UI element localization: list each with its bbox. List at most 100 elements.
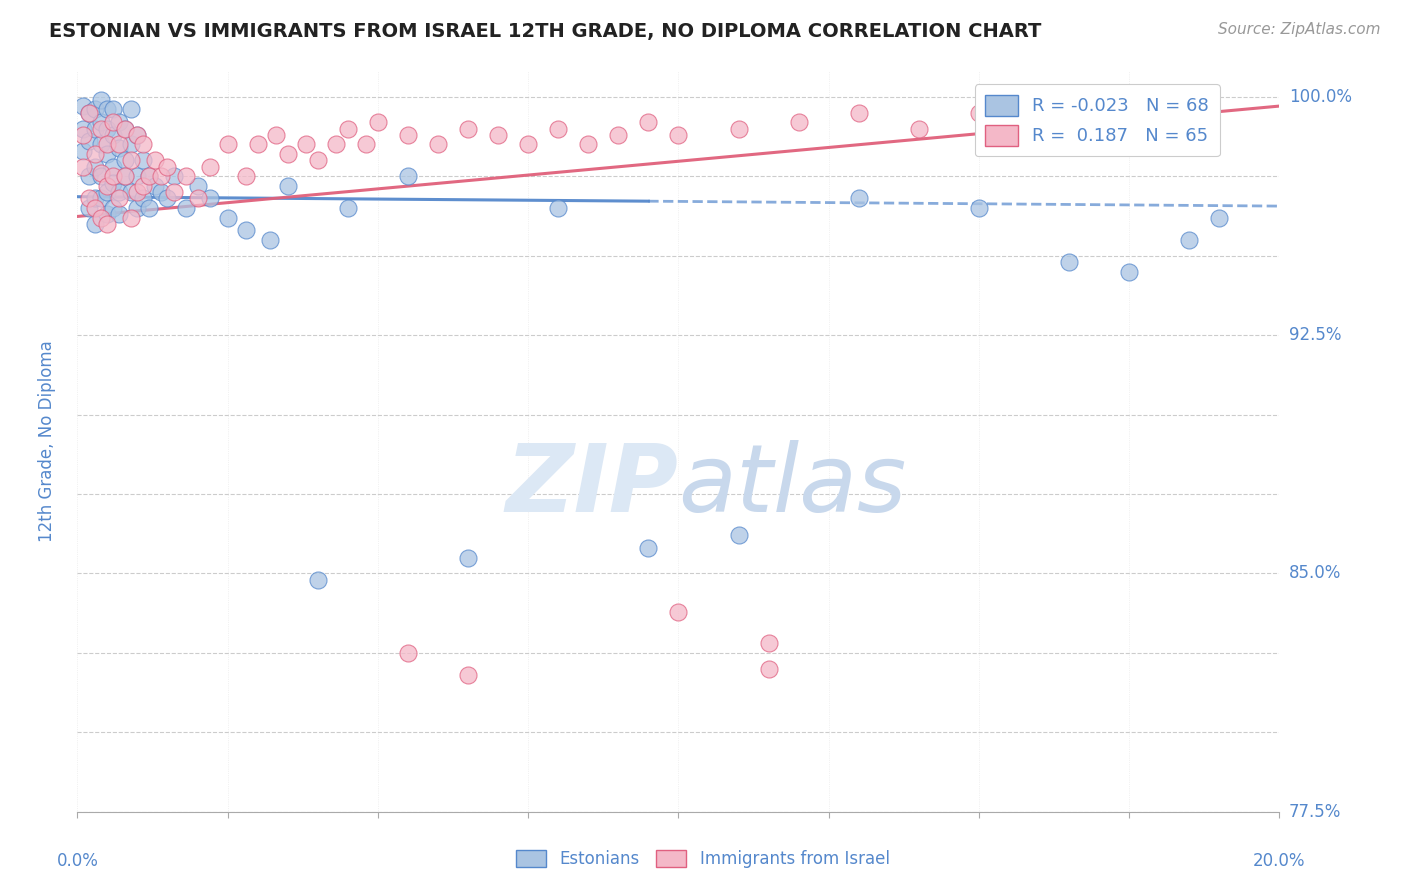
Point (79, 169, 101, 184)
Point (264, 128, 287, 142)
Point (307, 153, 329, 168)
Point (96, 103, 118, 117)
Y-axis label: 12th Grade, No Diploma: 12th Grade, No Diploma (38, 341, 56, 542)
Point (127, 201, 149, 215)
Point (96, 121, 118, 136)
Point (132, 153, 155, 168)
Point (547, 121, 569, 136)
Point (96, 137, 118, 152)
Point (114, 121, 136, 136)
Point (1178, 233, 1201, 247)
Point (90, 137, 112, 152)
Point (90, 121, 112, 136)
Point (138, 201, 160, 215)
Point (79, 201, 101, 215)
Point (486, 128, 509, 142)
Point (235, 169, 257, 184)
Point (127, 128, 149, 142)
Point (79, 105, 101, 120)
Point (162, 169, 184, 184)
Text: ESTONIAN VS IMMIGRANTS FROM ISRAEL 12TH GRADE, NO DIPLOMA CORRELATION CHART: ESTONIAN VS IMMIGRANTS FROM ISRAEL 12TH … (49, 22, 1042, 41)
Point (114, 121, 136, 136)
Point (1208, 211, 1230, 225)
Point (120, 185, 142, 199)
Point (138, 169, 160, 184)
Legend: R = -0.023   N = 68, R =  0.187   N = 65: R = -0.023 N = 68, R = 0.187 N = 65 (974, 84, 1220, 156)
Point (96, 147, 118, 161)
Point (457, 121, 479, 136)
Point (132, 191, 155, 205)
Point (96, 178, 118, 193)
Point (325, 137, 347, 152)
Point (114, 169, 136, 184)
Point (127, 169, 149, 184)
Point (84, 160, 107, 174)
Point (84, 217, 107, 231)
Point (457, 668, 479, 682)
Point (120, 211, 142, 225)
Point (1028, 115, 1050, 129)
Point (150, 169, 173, 184)
Point (186, 178, 209, 193)
Point (367, 115, 389, 129)
Point (72, 99, 94, 113)
Point (103, 169, 125, 184)
Point (246, 137, 269, 152)
Text: atlas: atlas (679, 441, 907, 532)
Point (217, 137, 239, 152)
Point (294, 137, 316, 152)
Point (90, 93, 112, 107)
Point (84, 121, 107, 136)
Point (277, 147, 299, 161)
Point (103, 160, 125, 174)
Point (108, 115, 131, 129)
Text: 77.5%: 77.5% (1289, 803, 1341, 821)
Point (235, 223, 257, 237)
Point (576, 137, 599, 152)
Point (108, 185, 131, 199)
Point (637, 541, 659, 555)
Point (336, 121, 359, 136)
Point (145, 153, 167, 168)
Point (90, 166, 112, 180)
Point (354, 137, 377, 152)
Point (198, 191, 221, 205)
Point (848, 105, 870, 120)
Point (72, 128, 94, 142)
Legend: Estonians, Immigrants from Israel: Estonians, Immigrants from Israel (509, 843, 897, 875)
Point (547, 201, 569, 215)
Point (132, 178, 155, 193)
Point (138, 169, 160, 184)
Point (908, 121, 931, 136)
Point (96, 207, 118, 221)
Point (72, 144, 94, 158)
Point (1088, 96, 1111, 111)
Point (457, 550, 479, 565)
Point (84, 103, 107, 117)
Point (96, 217, 118, 231)
Text: Source: ZipAtlas.com: Source: ZipAtlas.com (1218, 22, 1381, 37)
Point (198, 160, 221, 174)
Point (90, 115, 112, 129)
Point (787, 115, 810, 129)
Text: 100.0%: 100.0% (1289, 87, 1353, 106)
Point (307, 573, 329, 587)
Point (127, 185, 149, 199)
Point (668, 128, 690, 142)
Point (72, 160, 94, 174)
Point (103, 201, 125, 215)
Point (277, 178, 299, 193)
Point (108, 191, 131, 205)
Point (967, 201, 990, 215)
Point (156, 191, 179, 205)
Point (1118, 264, 1140, 278)
Point (336, 201, 359, 215)
Point (607, 128, 630, 142)
Point (150, 185, 173, 199)
Point (758, 662, 780, 676)
Point (96, 185, 118, 199)
Point (108, 207, 131, 221)
Point (90, 211, 112, 225)
Point (108, 140, 131, 154)
Text: 92.5%: 92.5% (1289, 326, 1341, 344)
